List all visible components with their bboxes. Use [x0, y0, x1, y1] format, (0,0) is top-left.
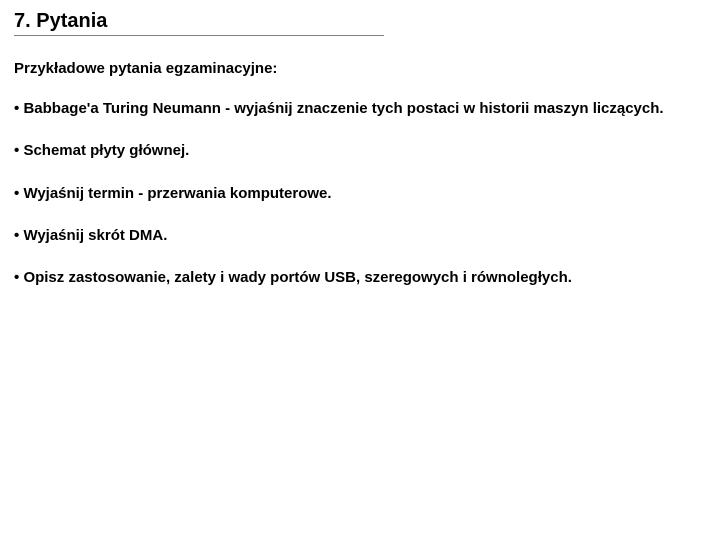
intro-text: Przykładowe pytania egzaminacyjne: — [14, 60, 706, 77]
section-title-text: Pytania — [36, 10, 107, 32]
question-item: • Babbage'a Turing Neumann - wyjaśnij zn… — [14, 99, 706, 119]
bullet-icon: • — [14, 100, 19, 117]
question-item: • Opisz zastosowanie, zalety i wady port… — [14, 268, 706, 288]
section-title: 7. Pytania — [14, 10, 706, 33]
bullet-icon: • — [14, 185, 19, 202]
question-text: Schemat płyty głównej. — [23, 142, 189, 159]
question-text: Wyjaśnij termin - przerwania komputerowe… — [23, 185, 331, 202]
bullet-icon: • — [14, 269, 19, 286]
question-text: Babbage'a Turing Neumann - wyjaśnij znac… — [23, 100, 663, 117]
section-number: 7. — [14, 10, 31, 32]
question-item: • Wyjaśnij termin - przerwania komputero… — [14, 184, 706, 204]
bullet-icon: • — [14, 142, 19, 159]
question-item: • Wyjaśnij skrót DMA. — [14, 226, 706, 246]
question-text: Wyjaśnij skrót DMA. — [23, 227, 167, 244]
title-underline — [14, 35, 384, 36]
question-item: • Schemat płyty głównej. — [14, 141, 706, 161]
question-text: Opisz zastosowanie, zalety i wady portów… — [23, 269, 571, 286]
bullet-icon: • — [14, 227, 19, 244]
